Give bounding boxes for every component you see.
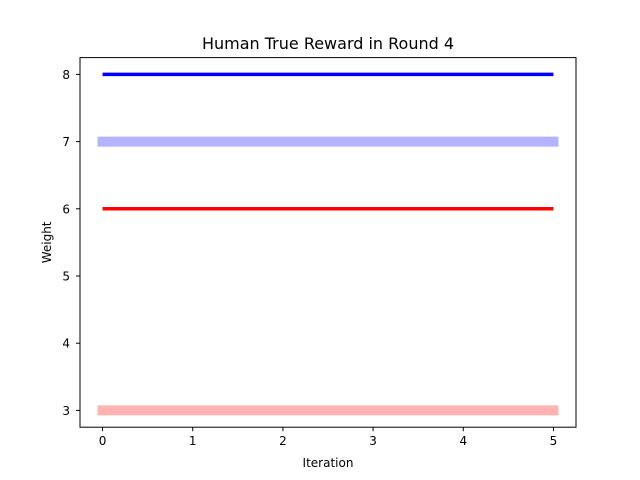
y-tick-label: 5: [62, 270, 70, 284]
y-axis-label: Weight: [40, 221, 54, 263]
x-tick-label: 3: [369, 434, 377, 448]
x-tick-label: 1: [189, 434, 197, 448]
y-axis: 3 4 5 6 7 8: [62, 68, 80, 418]
y-tick-label: 6: [62, 202, 70, 216]
x-tick-label: 2: [279, 434, 287, 448]
x-axis: 0 1 2 3 4 5: [99, 427, 558, 448]
x-tick-label: 0: [99, 434, 107, 448]
plot-area-frame: [79, 57, 577, 428]
y-tick-label: 4: [62, 337, 70, 351]
y-tick-label: 3: [62, 404, 70, 418]
x-tick-label: 5: [550, 434, 558, 448]
y-tick-label: 7: [62, 135, 70, 149]
series-layer: [97, 72, 559, 416]
chart-title: Human True Reward in Round 4: [202, 34, 454, 53]
x-tick-label: 4: [459, 434, 467, 448]
x-axis-label: Iteration: [303, 456, 354, 470]
y-tick-label: 8: [62, 68, 70, 82]
